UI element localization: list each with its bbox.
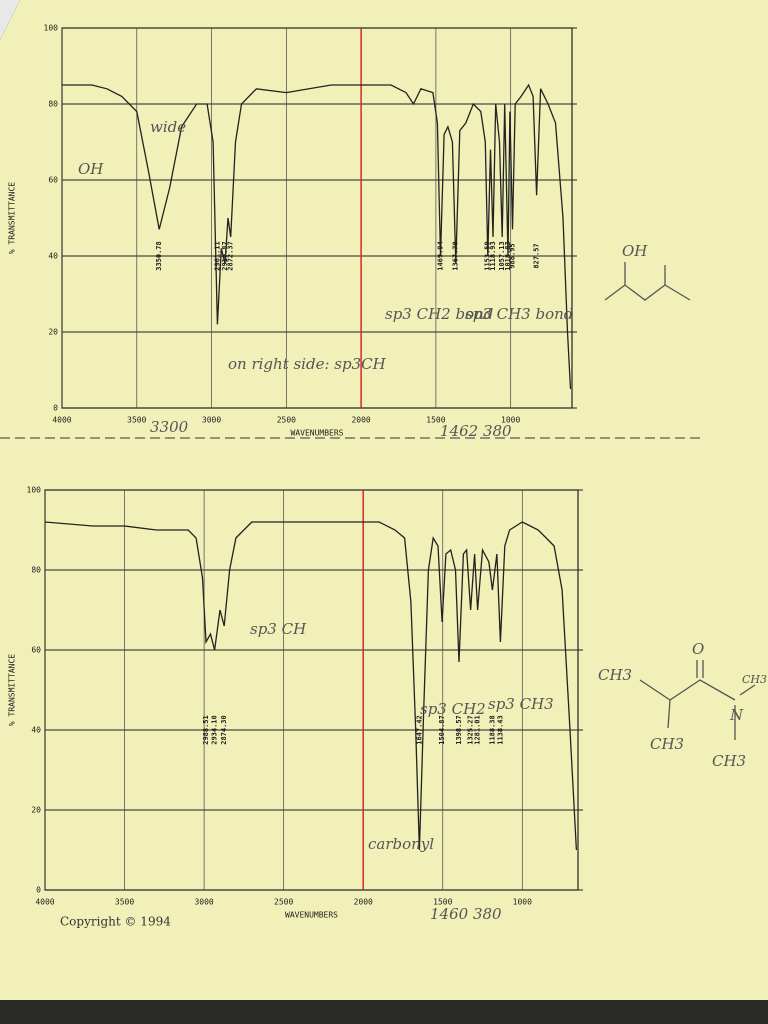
spectrum-line [44,521,578,851]
peak-label: 1504.87 [438,715,446,745]
x-tick-label: 2500 [277,416,296,425]
peak-label: 1018.83 [504,241,512,271]
peak-label: 1469.94 [436,241,444,271]
x-axis-label: WAVENUMBERS [291,429,344,438]
spectrum-line [62,83,572,390]
y-tick-label: 60 [31,646,41,655]
peak-label: 2988.51 [202,715,210,745]
x-tick-label: 4000 [52,416,71,425]
handwritten-note: sp3 CH [250,620,307,638]
y-axis-label: % TRANSMITTANCE [8,654,17,726]
y-tick-label: 40 [31,726,41,735]
y-axis-label: % TRANSMITTANCE [8,182,17,254]
peak-label: 3350.78 [155,241,163,271]
x-tick-label: 3500 [115,898,134,907]
y-tick-label: 20 [48,328,58,337]
y-tick-label: 40 [48,252,58,261]
y-tick-label: 0 [36,886,41,895]
structure-2 [639,660,756,740]
x-tick-label: 2000 [354,898,373,907]
y-tick-label: 100 [27,486,42,495]
peak-label: 1188.38 [488,715,496,745]
x-tick-label: 3500 [127,416,146,425]
peak-label: 2910.87 [221,241,229,271]
peak-label: 2934.10 [211,715,219,745]
handwritten-note: 3300 [150,418,189,436]
peak-label: 1138.43 [496,715,504,745]
copyright: Copyright © 1994 [60,915,171,929]
peak-label: 827.57 [532,243,540,268]
peak-label: 1647.42 [415,715,423,745]
peak-label: 988.95 [508,243,516,268]
structure-label: CH3 [742,673,767,686]
y-tick-label: 80 [48,100,58,109]
peak-label: 1118.93 [489,241,497,271]
structure-label: CH3 [598,666,632,684]
structure-label: N [729,706,744,724]
peak-label: 1325.27 [467,715,475,745]
x-tick-label: 3000 [194,898,213,907]
y-tick-label: 80 [31,566,41,575]
handwritten-note: carbonyl [368,835,434,853]
peak-label: 2961.11 [213,241,221,271]
structure-label: O [692,640,704,658]
structure-label: CH3 [650,735,684,753]
x-tick-label: 4000 [35,898,54,907]
paper [0,0,768,1000]
y-tick-label: 100 [44,24,59,33]
peak-label: 1398.57 [455,715,463,745]
x-tick-label: 1500 [426,416,445,425]
peak-label: 1057.13 [498,241,506,271]
handwritten-note: OH [78,160,104,178]
y-tick-label: 0 [53,404,58,413]
structure-1 [604,262,691,301]
handwritten-note: sp3 CH2 bond [385,305,493,323]
peak-label: 1153.59 [484,241,492,271]
x-tick-label: 1000 [513,898,532,907]
x-axis-label: WAVENUMBERS [285,911,338,920]
handwritten-note: 1462 380 [440,422,512,440]
y-tick-label: 60 [48,176,58,185]
handwritten-note: sp3 CH3 [488,695,554,713]
peak-label: 1367.78 [452,241,460,271]
corner [0,0,20,40]
structure-label: CH3 [712,752,746,770]
peak-label: 2872.37 [227,241,235,271]
handwritten-note: 1460 380 [430,905,502,923]
peak-label: 1281.01 [474,715,482,745]
x-tick-label: 1500 [433,898,452,907]
handwritten-note: sp3 CH3 bond [465,305,573,323]
handwritten-note: sp3 CH2 [420,700,486,718]
peak-label: 2874.30 [220,715,228,745]
x-tick-label: 3000 [202,416,221,425]
x-tick-label: 2500 [274,898,293,907]
handwritten-note: wide [150,118,186,136]
structure-label: OH [622,242,648,260]
handwritten-note: on right side: sp3CH [228,355,387,373]
y-tick-label: 20 [31,806,41,815]
x-tick-label: 1000 [501,416,520,425]
x-tick-label: 2000 [351,416,370,425]
